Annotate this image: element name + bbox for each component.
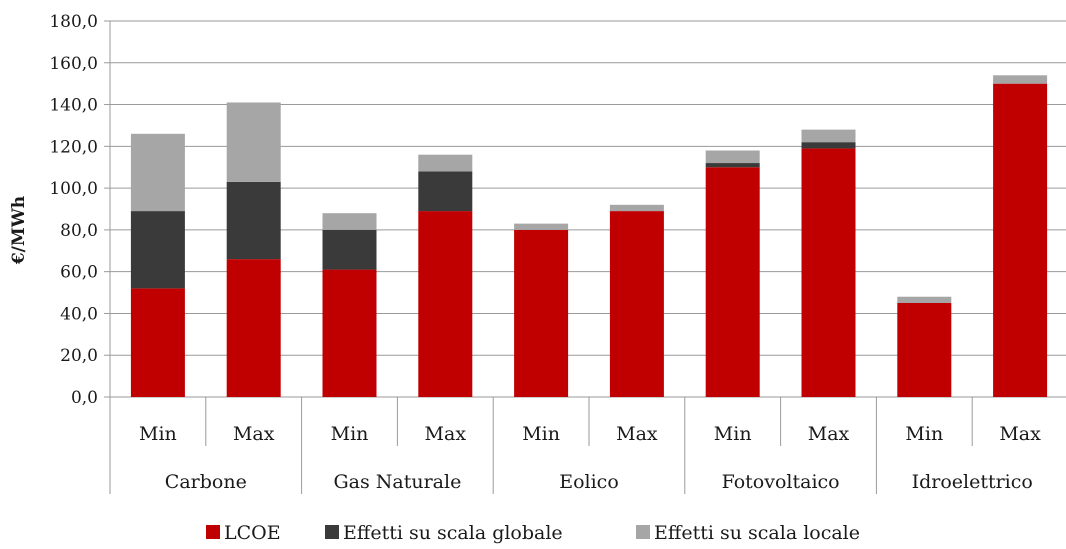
bar-segment [514, 223, 569, 230]
bar-segment [130, 211, 185, 289]
bar-segment [418, 154, 473, 172]
bar-segment [705, 150, 760, 164]
y-tick-label: 180,0 [49, 12, 98, 32]
bars [130, 75, 1048, 398]
x-tick-label: Min [522, 423, 560, 445]
x-tick-label: Min [714, 423, 752, 445]
x-group-label: Carbone [165, 471, 247, 493]
bar-segment [322, 229, 377, 270]
legend-label: Effetti su scala globale [343, 522, 563, 544]
bar-segment [226, 181, 281, 260]
bar-segment [226, 259, 281, 397]
x-tick-label: Max [616, 423, 658, 445]
bar-segment [130, 133, 185, 212]
y-tick-label: 0,0 [71, 388, 98, 408]
x-group-label: Eolico [559, 471, 619, 493]
x-axis: Min Max Min Max Min Max Min Max Min Max Carbone Gas… [109, 397, 1041, 494]
bar-segment [322, 269, 377, 397]
bar-segment [801, 129, 856, 143]
x-tick-label: Max [808, 423, 850, 445]
x-tick-label: Min [331, 423, 369, 445]
x-tick-label: Max [425, 423, 467, 445]
legend-label: LCOE [224, 522, 281, 544]
bar-segment [897, 296, 952, 303]
x-tick-label: Max [999, 423, 1041, 445]
bar-segment [226, 102, 281, 182]
y-tick-label: 160,0 [49, 54, 98, 74]
y-tick-label: 20,0 [60, 346, 98, 366]
x-group-label: Gas Naturale [333, 471, 461, 493]
bar-segment [514, 229, 569, 397]
x-group-label: Idroelettrico [912, 471, 1033, 493]
bar-segment [418, 211, 473, 397]
y-tick-label: 120,0 [49, 137, 98, 157]
bar-segment [705, 167, 760, 397]
bar-segment [705, 163, 760, 168]
legend: LCOE Effetti su scala globale Effetti su s… [206, 522, 860, 544]
legend-swatch [636, 525, 650, 539]
y-tick-label: 60,0 [60, 263, 98, 283]
bar-segment [993, 75, 1048, 84]
x-tick-label: Min [905, 423, 943, 445]
bar-segment [609, 211, 664, 397]
y-tick-label: 40,0 [60, 304, 98, 324]
legend-swatch [206, 525, 220, 539]
y-axis-ticks: 0,0 20,0 40,0 60,0 80,0 100,0 120,0 140,0 160,0 1… [49, 12, 111, 408]
y-tick-label: 80,0 [60, 221, 98, 241]
y-axis-label: €/MWh [9, 196, 29, 265]
x-tick-label: Min [139, 423, 177, 445]
bar-segment [418, 171, 473, 212]
x-tick-label: Max [233, 423, 275, 445]
bar-segment [897, 303, 952, 397]
legend-swatch [325, 525, 339, 539]
x-group-label: Fotovoltaico [722, 471, 840, 493]
bar-segment [801, 142, 856, 149]
bar-segment [993, 83, 1048, 398]
y-tick-label: 100,0 [49, 179, 98, 199]
bar-segment [322, 213, 377, 230]
legend-label: Effetti su scala locale [654, 522, 860, 544]
bar-segment [609, 204, 664, 212]
bar-segment [801, 148, 856, 397]
y-tick-label: 140,0 [49, 96, 98, 116]
bar-segment [130, 288, 185, 397]
